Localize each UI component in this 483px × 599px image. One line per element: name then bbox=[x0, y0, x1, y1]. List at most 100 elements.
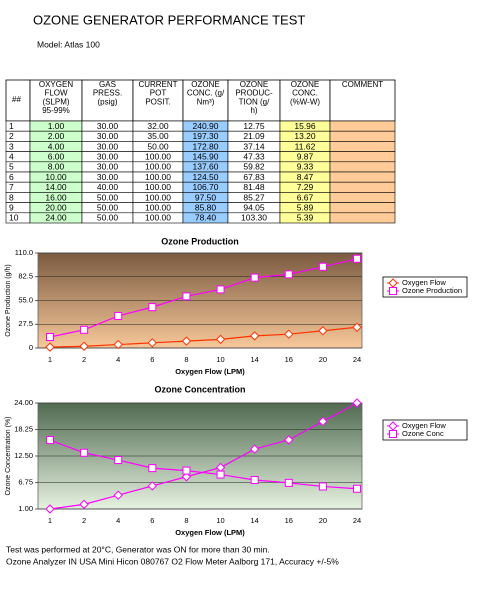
cell-text: 50.00 bbox=[97, 202, 119, 212]
marker bbox=[114, 311, 123, 320]
model: Model: Atlas 100 bbox=[37, 39, 100, 49]
marker bbox=[79, 341, 89, 351]
header-text: OZONE bbox=[240, 80, 268, 89]
header-text: GAS bbox=[99, 80, 116, 89]
cell bbox=[329, 151, 396, 163]
cell-text: 106.70 bbox=[193, 182, 219, 192]
header-text: TION (g/ bbox=[239, 97, 270, 106]
header-text: Nm³) bbox=[197, 97, 215, 106]
cell-text: 7.29 bbox=[297, 182, 314, 192]
marker bbox=[182, 292, 191, 301]
marker bbox=[352, 398, 362, 408]
marker bbox=[113, 490, 123, 500]
marker bbox=[318, 326, 328, 336]
marker bbox=[181, 336, 192, 346]
footer-note: Test was performed at 20°C, Generator wa… bbox=[6, 544, 270, 554]
footer-note: Ozone Analyzer IN USA Mini Hicon 080767 … bbox=[6, 556, 339, 566]
cell-text: 6 bbox=[9, 172, 14, 182]
series-line bbox=[49, 326, 358, 348]
x-axis-label: Oxygen Flow (LPM) bbox=[175, 528, 245, 537]
x-tick-label: 14 bbox=[250, 516, 258, 525]
legend-marker bbox=[389, 430, 397, 438]
legend-box bbox=[382, 276, 468, 298]
cell-text: 40.00 bbox=[97, 182, 119, 192]
cell-text: 50.00 bbox=[97, 192, 119, 202]
y-tick-label: 82.5 bbox=[18, 272, 33, 281]
marker bbox=[284, 478, 293, 487]
cell bbox=[329, 202, 396, 214]
cell-text: 15.96 bbox=[294, 121, 316, 131]
marker bbox=[250, 476, 259, 485]
marker bbox=[45, 342, 55, 352]
x-tick-label: 8 bbox=[184, 516, 188, 525]
marker bbox=[249, 444, 260, 454]
marker bbox=[216, 470, 225, 479]
header-text: PRESS. bbox=[93, 89, 122, 98]
y-axis-label: Ozone Production (g/h) bbox=[5, 264, 12, 336]
marker bbox=[46, 332, 54, 341]
marker bbox=[181, 472, 192, 482]
header-text: (%W-W) bbox=[290, 97, 320, 106]
cell-text: 11.62 bbox=[295, 141, 316, 151]
cell bbox=[329, 141, 396, 152]
marker bbox=[318, 416, 328, 427]
marker bbox=[353, 254, 361, 263]
x-tick-label: 4 bbox=[116, 355, 120, 364]
x-tick-label: 24 bbox=[353, 355, 361, 364]
cell-text: 100.00 bbox=[145, 172, 171, 182]
marker bbox=[80, 448, 89, 457]
cell-text: 240.90 bbox=[193, 121, 219, 131]
cell-text: 100.00 bbox=[145, 192, 171, 202]
marker bbox=[318, 482, 327, 491]
cell-text: 14.00 bbox=[45, 182, 67, 192]
marker bbox=[147, 481, 158, 491]
y-tick-label: 27.5 bbox=[18, 319, 33, 328]
cell-text: 10 bbox=[9, 213, 19, 223]
y-tick-label: 0 bbox=[29, 343, 33, 352]
cell-text: 2.00 bbox=[48, 131, 65, 141]
header-text: PRODUC- bbox=[235, 89, 273, 98]
cell-text: 12.75 bbox=[243, 121, 265, 131]
cell bbox=[329, 192, 396, 203]
y-tick-label: 18.25 bbox=[14, 424, 33, 433]
legend-marker bbox=[389, 287, 397, 295]
header-text: (psig) bbox=[97, 97, 117, 106]
cell-text: 81.48 bbox=[243, 182, 265, 192]
cell-text: 47.33 bbox=[243, 151, 265, 161]
x-axis-label: Oxygen Flow (LPM) bbox=[175, 367, 245, 376]
header-text: COMMENT bbox=[342, 80, 383, 89]
marker bbox=[182, 466, 191, 475]
x-tick-label: 8 bbox=[184, 355, 188, 364]
cell bbox=[329, 171, 396, 183]
cell-text: 2 bbox=[9, 131, 14, 141]
cell-text: 4 bbox=[9, 151, 14, 161]
x-tick-label: 24 bbox=[353, 516, 361, 525]
x-tick-label: 1 bbox=[48, 355, 52, 364]
cell-text: 78.40 bbox=[195, 213, 217, 223]
cell-text: 37.14 bbox=[243, 141, 265, 151]
y-tick-label: 24.00 bbox=[14, 398, 33, 407]
x-tick-label: 10 bbox=[216, 355, 224, 364]
cell-text: 1 bbox=[9, 121, 14, 131]
cell-text: 103.30 bbox=[241, 213, 267, 223]
x-tick-label: 6 bbox=[150, 516, 154, 525]
cell-text: 5.89 bbox=[297, 202, 314, 212]
cell bbox=[329, 120, 396, 132]
chart-title: Ozone Production bbox=[161, 236, 239, 246]
cell-text: 30.00 bbox=[97, 121, 119, 131]
cell-text: 97.50 bbox=[195, 192, 217, 202]
legend-box bbox=[382, 419, 468, 441]
cell-text: 30.00 bbox=[97, 131, 119, 141]
header-cell bbox=[29, 79, 83, 122]
cell-text: 21.09 bbox=[243, 131, 265, 141]
header-text: CONC. bbox=[292, 89, 318, 98]
marker bbox=[114, 456, 123, 465]
cell-text: 30.00 bbox=[97, 162, 119, 172]
cell-text: 6.67 bbox=[297, 192, 314, 202]
marker bbox=[45, 504, 55, 514]
legend-label: Ozone Conc bbox=[402, 429, 444, 438]
y-axis-label: Ozone Concentration (%) bbox=[5, 417, 12, 496]
header-cell bbox=[329, 79, 396, 122]
cell-text: 35.00 bbox=[147, 131, 169, 141]
cell-text: 85.80 bbox=[195, 202, 217, 212]
